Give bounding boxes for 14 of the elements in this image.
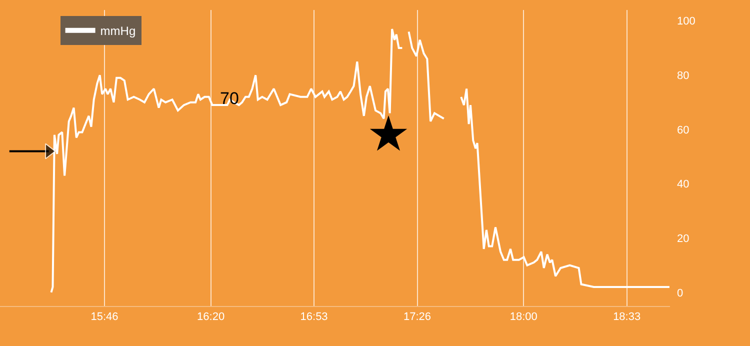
x-tick-label: 16:53 xyxy=(300,311,328,324)
y-tick-label: 20 xyxy=(677,232,690,245)
y-tick-label: 40 xyxy=(677,178,690,191)
x-tick-label: 16:20 xyxy=(197,311,225,324)
y-tick-label: 0 xyxy=(677,287,684,300)
x-tick-label: 18:33 xyxy=(613,311,641,324)
y-tick-label: 80 xyxy=(677,70,690,82)
legend-label: mmHg xyxy=(100,24,136,38)
annotation: 70 xyxy=(220,89,239,108)
x-tick-label: 17:26 xyxy=(403,311,432,324)
x-tick-label: 18:00 xyxy=(510,311,538,324)
y-tick-label: 60 xyxy=(677,124,690,136)
y-tick-label: 100 xyxy=(677,16,696,28)
x-tick-label: 15:46 xyxy=(90,311,118,324)
